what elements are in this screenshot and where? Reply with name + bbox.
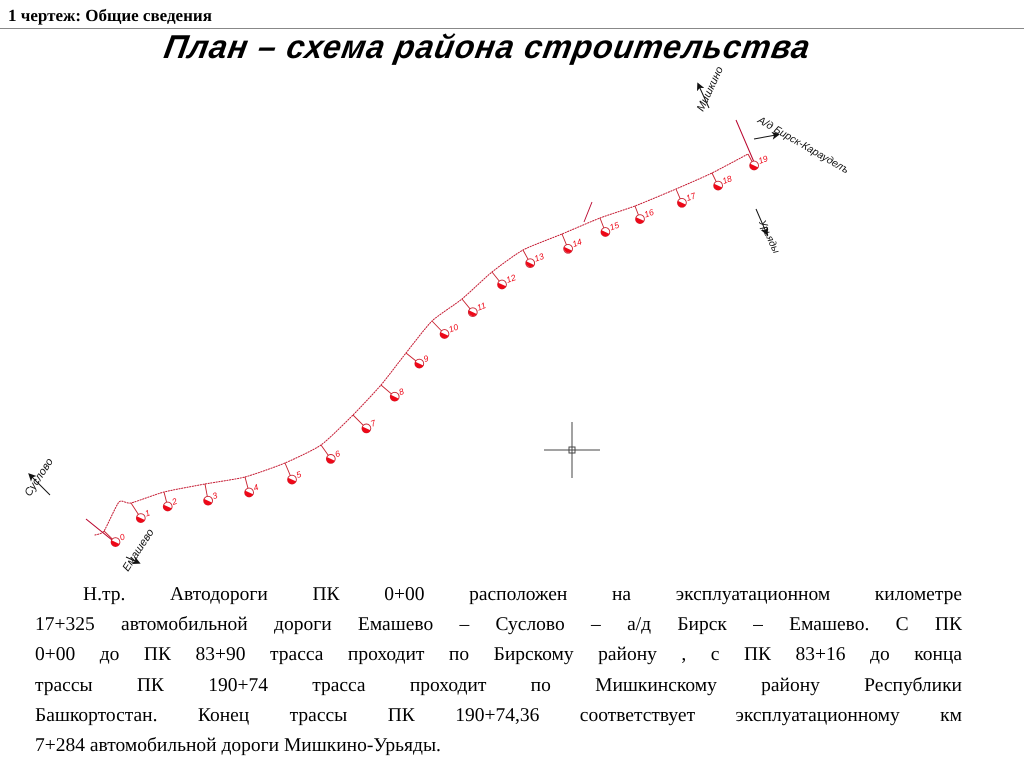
svg-text:Суслово: Суслово: [22, 456, 55, 498]
svg-text:Мишкино: Мишкино: [695, 65, 726, 113]
svg-text:11: 11: [476, 300, 488, 313]
svg-text:Урьяды: Урьяды: [756, 218, 782, 256]
svg-text:Емашево: Емашево: [120, 527, 156, 574]
svg-text:18: 18: [721, 173, 734, 186]
svg-text:10: 10: [447, 322, 460, 335]
svg-text:15: 15: [608, 220, 621, 233]
svg-text:12: 12: [505, 272, 518, 285]
svg-text:А/д Бирск-Карауделъ: А/д Бирск-Карауделъ: [755, 114, 851, 177]
svg-text:13: 13: [533, 251, 546, 264]
svg-text:16: 16: [643, 207, 656, 220]
svg-text:19: 19: [757, 153, 770, 166]
svg-text:17: 17: [685, 190, 698, 203]
svg-text:14: 14: [571, 236, 584, 249]
